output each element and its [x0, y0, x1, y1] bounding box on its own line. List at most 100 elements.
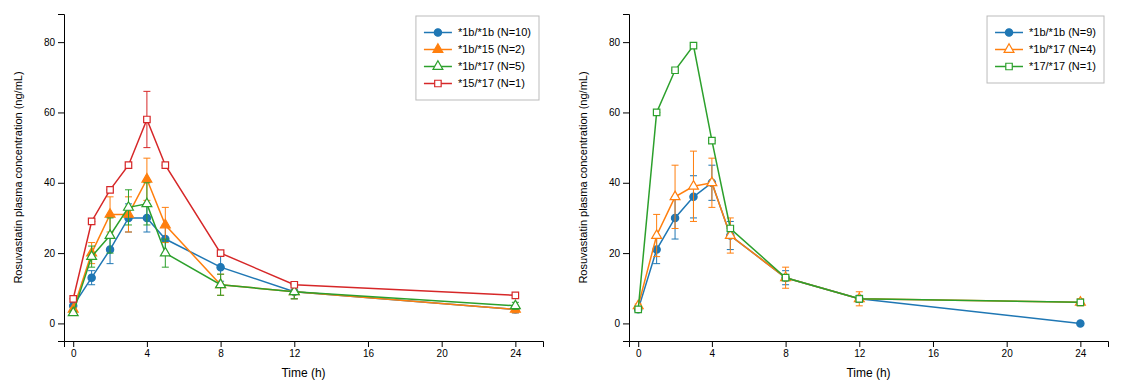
marker	[856, 295, 863, 302]
legend-label: *15/*17 (N=1)	[458, 77, 525, 89]
error-bar	[143, 91, 150, 147]
series	[633, 151, 1085, 309]
marker	[124, 202, 134, 211]
line	[73, 218, 515, 309]
tick-mark	[786, 341, 787, 347]
tick-mark	[221, 341, 222, 347]
marker	[1077, 320, 1084, 327]
tick: 8	[218, 341, 224, 359]
tick: 16	[928, 341, 940, 359]
marker	[653, 109, 659, 115]
marker	[160, 247, 170, 256]
marker	[217, 250, 223, 256]
tick: 20	[44, 248, 64, 259]
tick-label: 0	[49, 318, 55, 329]
tick-mark	[73, 341, 74, 347]
legend: *1b/*1b (N=9) *1b/*17 (N=4) *17/*17 (N=1)	[987, 16, 1104, 83]
tick-mark	[1007, 341, 1008, 347]
x-axis: 04812162024	[630, 341, 1109, 359]
marker	[70, 296, 76, 302]
y-axis: 020406080	[44, 15, 65, 342]
series	[68, 183, 520, 316]
tick-label: 12	[854, 348, 866, 359]
x-axis: 04812162024	[65, 341, 544, 359]
error-bar	[1077, 299, 1084, 306]
legend-entry: *1b/*17 (N=4)	[995, 43, 1096, 55]
error-bar	[856, 295, 863, 302]
legend-entry: *1b/*1b (N=9)	[995, 26, 1096, 38]
chart: 04812162024020406080Time (h)Rosuvastatin…	[0, 0, 1130, 385]
marker	[105, 230, 115, 239]
marker	[782, 274, 789, 281]
tick-mark	[712, 341, 713, 347]
tick-label: 16	[928, 348, 940, 359]
tick-label: 80	[44, 37, 56, 48]
marker	[144, 116, 150, 122]
marker	[709, 137, 715, 143]
legend-entry: *1b/*17 (N=5)	[424, 60, 525, 72]
tick-mark	[859, 341, 860, 347]
tick: 4	[145, 341, 151, 359]
tick-mark	[147, 341, 148, 347]
tick-mark	[58, 42, 64, 43]
marker	[670, 191, 680, 200]
tick-mark	[515, 341, 516, 347]
tick-label: 20	[437, 348, 449, 359]
tick-label: 4	[710, 348, 716, 359]
y-axis-title: Rosuvastatin plasma concentration (ng/mL…	[577, 71, 589, 283]
marker	[217, 264, 224, 271]
error-bar	[782, 267, 789, 288]
tick-mark	[623, 42, 629, 43]
tick: 20	[1002, 341, 1014, 359]
legend-label: *1b/*15 (N=2)	[458, 43, 525, 55]
tick-mark	[623, 253, 629, 254]
tick-mark	[933, 341, 934, 347]
plot-area	[633, 42, 1085, 327]
axis-line	[65, 342, 544, 348]
marker	[635, 306, 641, 312]
tick: 80	[609, 37, 629, 48]
panel: 04812162024020406080Time (h)Rosuvastatin…	[577, 15, 1109, 381]
tick-mark	[442, 341, 443, 347]
tick-label: 40	[609, 177, 621, 188]
tick: 0	[49, 318, 64, 329]
legend: *1b/*1b (N=10) *1b/*15 (N=2) *1b/*17 (N=5)…	[416, 16, 539, 100]
tick-label: 40	[44, 177, 56, 188]
marker	[635, 306, 642, 313]
marker	[672, 67, 678, 73]
legend-marker	[433, 44, 443, 53]
tick: 16	[363, 341, 375, 359]
legend-box	[987, 16, 1104, 83]
marker	[689, 181, 699, 190]
marker	[88, 218, 94, 224]
legend-marker	[1004, 44, 1014, 53]
tick-mark	[623, 112, 629, 113]
tick-label: 20	[609, 248, 621, 259]
legend-entry: *1b/*1b (N=10)	[424, 26, 531, 38]
marker	[1075, 297, 1085, 306]
plot-area	[68, 91, 520, 315]
tick-mark	[623, 323, 629, 324]
marker	[125, 162, 131, 168]
tick-label: 8	[218, 348, 224, 359]
marker	[707, 177, 717, 186]
tick: 24	[1075, 341, 1087, 359]
line	[638, 183, 1080, 306]
legend-label: *17/*17 (N=1)	[1029, 60, 1096, 72]
tick-label: 20	[1002, 348, 1014, 359]
tick-label: 16	[363, 348, 375, 359]
marker	[782, 274, 788, 280]
marker	[105, 209, 115, 218]
marker	[510, 300, 520, 309]
legend-label: *1b/*17 (N=5)	[458, 60, 525, 72]
legend-entry: *15/*17 (N=1)	[424, 77, 525, 89]
series	[70, 204, 519, 313]
panel: 04812162024020406080Time (h)Rosuvastatin…	[12, 15, 544, 381]
marker	[727, 225, 733, 231]
tick: 20	[609, 248, 629, 259]
axis-line	[623, 15, 630, 342]
x-axis-title: Time (h)	[846, 366, 890, 380]
y-axis: 020406080	[609, 15, 630, 342]
marker	[107, 187, 113, 193]
legend-marker	[434, 29, 441, 36]
